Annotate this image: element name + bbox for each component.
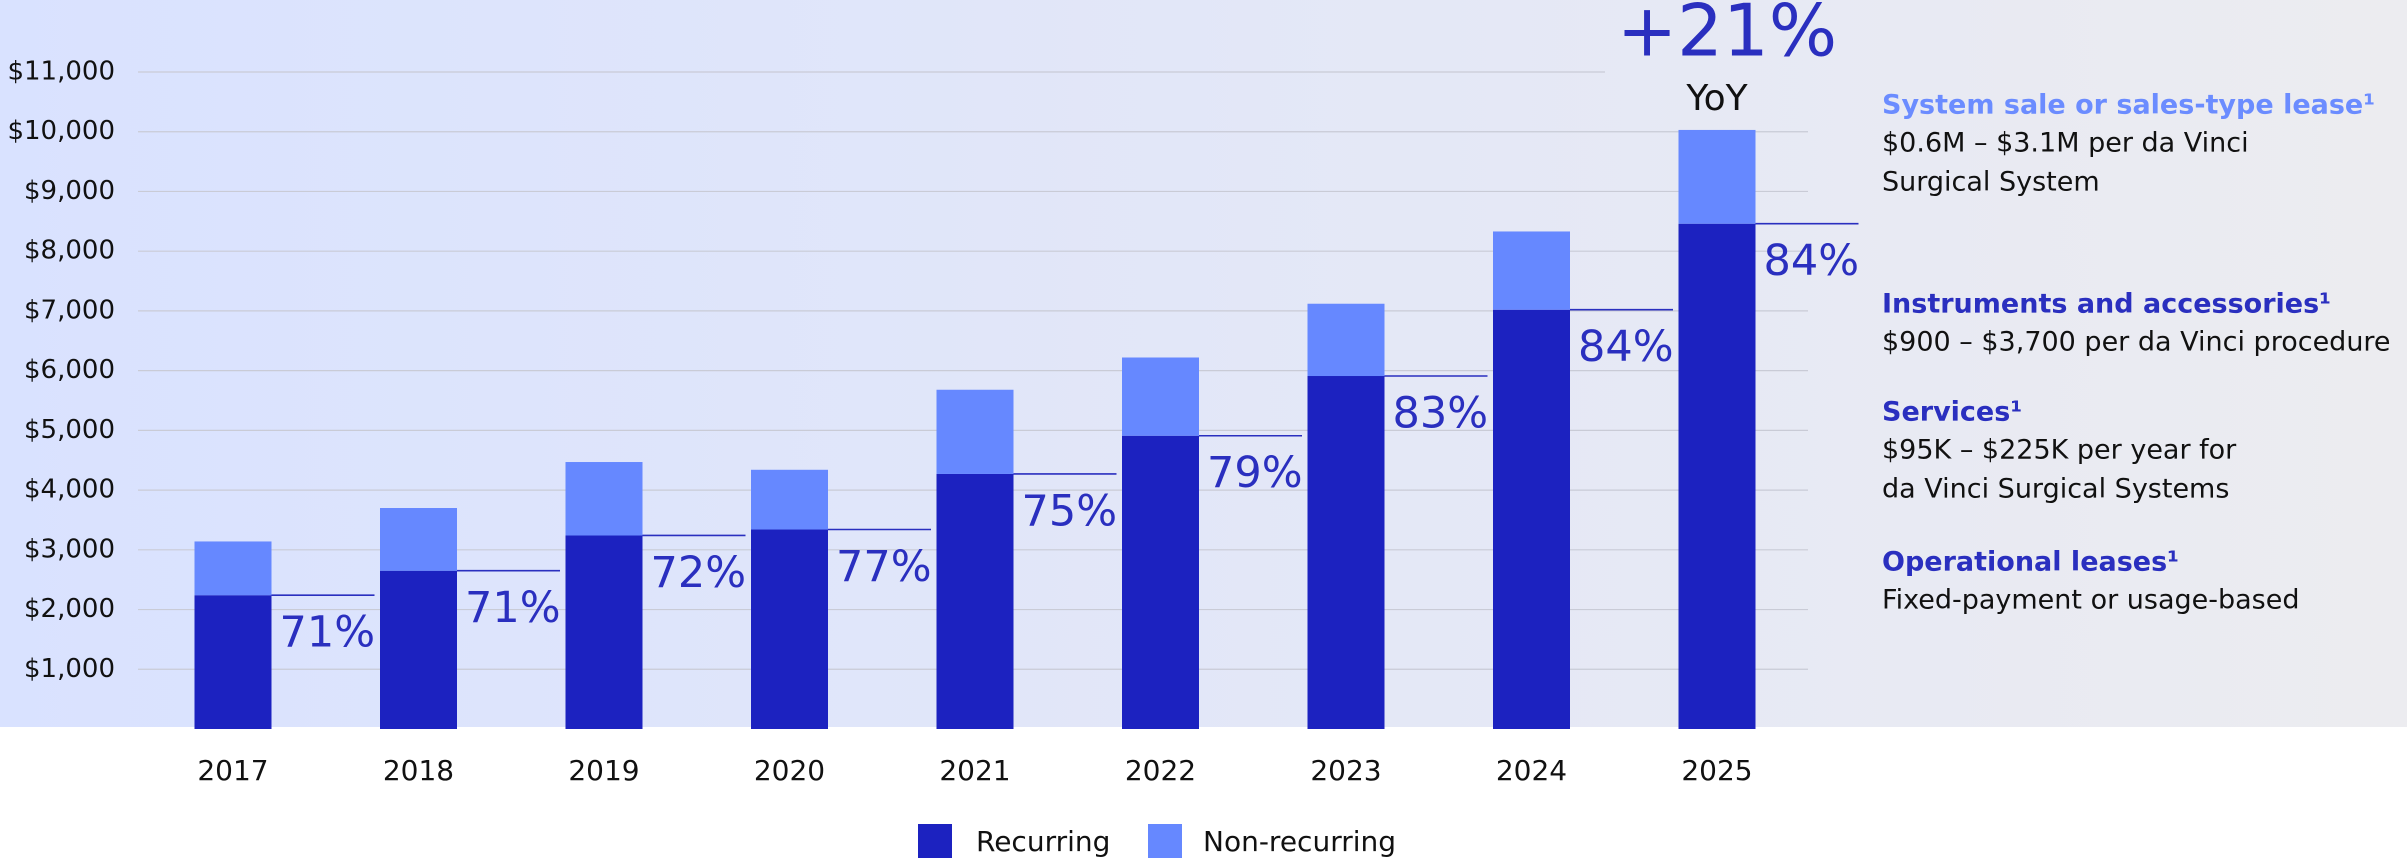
- y-tick-label: $5,000: [24, 415, 115, 445]
- bar-segment: [751, 469, 828, 530]
- annotation: +21%: [1617, 0, 1837, 73]
- annotation: YoY: [1685, 78, 1748, 119]
- bar-segment: [565, 462, 643, 536]
- share-label: 72%: [651, 548, 747, 598]
- bar-segment: [565, 535, 643, 729]
- legend-swatch: [1148, 824, 1182, 858]
- pricing-line: $95K – $225K per year for: [1882, 435, 2237, 466]
- legend-swatch: [918, 824, 952, 858]
- pricing-line: Surgical System: [1882, 167, 2100, 198]
- bar-segment: [1678, 223, 1756, 729]
- pricing-line: $0.6M – $3.1M per da Vinci: [1882, 128, 2249, 159]
- pricing-title: Services¹: [1882, 397, 2022, 428]
- y-tick-label: $11,000: [7, 57, 115, 87]
- pricing-line: Fixed-payment or usage-based: [1882, 585, 2300, 616]
- x-tick-label: 2017: [197, 754, 268, 787]
- footer-background: [0, 727, 2407, 859]
- x-tick-label: 2024: [1496, 754, 1567, 787]
- y-tick-label: $8,000: [24, 236, 115, 266]
- y-tick-label: $6,000: [24, 355, 115, 385]
- share-label: 71%: [280, 608, 376, 658]
- x-tick-label: 2023: [1310, 754, 1381, 787]
- bar-segment: [936, 389, 1014, 474]
- bar-segment: [751, 529, 828, 729]
- share-label: 77%: [836, 542, 932, 592]
- bar-segment: [380, 508, 457, 571]
- legend-label: Non-recurring: [1203, 825, 1396, 858]
- y-tick-label: $3,000: [24, 534, 115, 564]
- y-tick-label: $4,000: [24, 475, 115, 505]
- bar-segment: [936, 473, 1014, 729]
- y-tick-label: $10,000: [7, 116, 115, 146]
- x-tick-label: 2020: [754, 754, 825, 787]
- share-label: 71%: [465, 583, 561, 633]
- share-label: 83%: [1393, 389, 1489, 439]
- y-tick-label: $7,000: [24, 295, 115, 325]
- pricing-line: $900 – $3,700 per da Vinci procedure: [1882, 327, 2391, 358]
- pricing-title: Instruments and accessories¹: [1882, 289, 2331, 320]
- x-tick-label: 2018: [383, 754, 454, 787]
- bar-segment: [1307, 303, 1385, 377]
- share-label: 79%: [1207, 448, 1303, 498]
- bar-segment: [1122, 435, 1199, 729]
- x-tick-label: 2021: [939, 754, 1010, 787]
- pricing-line: da Vinci Surgical Systems: [1882, 474, 2229, 505]
- pricing-title: Operational leases¹: [1882, 547, 2179, 578]
- bar-segment: [1493, 309, 1570, 729]
- bar-segment: [1122, 357, 1199, 436]
- y-tick-label: $9,000: [24, 176, 115, 206]
- legend-label: Recurring: [976, 825, 1110, 858]
- bar-segment: [380, 570, 457, 729]
- share-label: 84%: [1578, 322, 1674, 372]
- bar-segment: [1678, 129, 1756, 224]
- x-tick-label: 2019: [568, 754, 639, 787]
- share-label: 75%: [1022, 486, 1118, 536]
- pricing-title: System sale or sales-type lease¹: [1882, 90, 2375, 121]
- y-tick-label: $1,000: [24, 654, 115, 684]
- y-tick-label: $2,000: [24, 594, 115, 624]
- bar-segment: [1493, 231, 1570, 310]
- bar-segment: [1307, 376, 1385, 729]
- bar-segment: [194, 595, 272, 729]
- x-tick-label: 2025: [1681, 754, 1752, 787]
- x-tick-label: 2022: [1125, 754, 1196, 787]
- share-label: 84%: [1764, 236, 1860, 286]
- bar-segment: [194, 541, 272, 596]
